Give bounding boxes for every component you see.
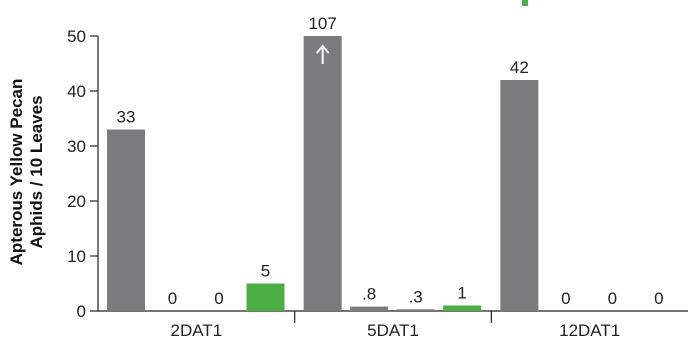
y-tick-label: 40 <box>67 82 86 101</box>
plot-area: 0 10 20 30 40 50 2DAT1 33 0 0 5 5DAT1 107 .8 .3 1 12DAT1… <box>67 14 688 339</box>
data-label: 42 <box>510 58 529 77</box>
bar <box>500 80 539 311</box>
y-tick-label: 30 <box>67 137 86 156</box>
y-axis-label-line-1: Apterous Yellow Pecan <box>7 79 26 266</box>
top-accent-mark <box>522 0 528 6</box>
bar <box>443 305 482 311</box>
data-label: 5 <box>261 262 270 281</box>
x-category-label: 2DAT1 <box>171 321 223 339</box>
data-label: 0 <box>561 289 570 308</box>
y-tick-label: 10 <box>67 247 86 266</box>
data-label: 0 <box>608 289 617 308</box>
data-label: 107 <box>308 14 336 33</box>
data-label: 33 <box>117 108 136 127</box>
y-tick-label: 20 <box>67 192 86 211</box>
y-axis-label-line-2: Aphids / 10 Leaves <box>27 95 46 248</box>
data-label: 0 <box>168 289 177 308</box>
bar <box>107 129 145 311</box>
bar <box>396 309 435 311</box>
y-tick-label: 0 <box>77 302 86 321</box>
x-category-label: 5DAT1 <box>367 321 419 339</box>
bar <box>303 36 342 311</box>
data-label: 0 <box>214 289 223 308</box>
x-category-label: 12DAT1 <box>559 321 620 339</box>
data-label: .8 <box>362 285 376 304</box>
data-label: .3 <box>409 287 423 306</box>
data-label: 1 <box>457 284 466 303</box>
bar <box>246 283 285 311</box>
y-tick-label: 50 <box>67 27 86 46</box>
data-label: 0 <box>654 289 663 308</box>
bar <box>350 306 389 311</box>
truncation-arrow-head-icon <box>315 44 330 54</box>
